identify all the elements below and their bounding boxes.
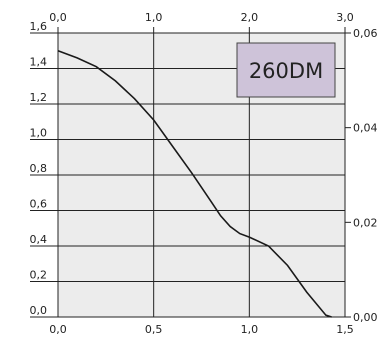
series-line	[57, 50, 332, 318]
x-bottom-tick-label: 0,5	[145, 323, 163, 336]
label-box-background	[236, 42, 336, 98]
y-left-tick-label: 0,4	[30, 233, 48, 246]
y-left-tick-label: 1,0	[30, 127, 48, 140]
tick-labels: 0,00,20,40,60,81,01,21,41,60,0 0,5 1,0 1,50…	[30, 11, 378, 336]
x-top-tick-label: 0,0	[49, 11, 67, 24]
y-right-tick-label: 0,04	[353, 122, 378, 135]
grid	[30, 27, 351, 318]
x-bottom-tick-label: 1,5	[336, 323, 354, 336]
y-right-tick-label: 0,00	[353, 311, 378, 324]
x-bottom-tick-label: 0,0	[49, 323, 67, 336]
y-left-tick-label: 0,2	[30, 269, 48, 282]
label-box: 260DM	[236, 42, 336, 98]
label-box-text: 260DM	[249, 59, 323, 83]
y-right-tick-label: 0,06	[353, 27, 378, 40]
x-top-tick-label: 3,0	[336, 11, 354, 24]
y-left-tick-label: 1,4	[30, 56, 48, 69]
y-right-tick-label: 0,02	[353, 216, 378, 229]
x-top-tick-label: 1,0	[145, 11, 163, 24]
x-bottom-tick-label: 1,0	[241, 323, 259, 336]
y-left-tick-label: 1,6	[30, 20, 48, 33]
y-left-tick-label: 0,8	[30, 162, 48, 175]
y-left-tick-label: 1,2	[30, 91, 48, 104]
x-top-tick-label: 2,0	[241, 11, 259, 24]
y-left-tick-label: 0,6	[30, 198, 48, 211]
y-left-tick-label: 0,0	[30, 304, 48, 317]
